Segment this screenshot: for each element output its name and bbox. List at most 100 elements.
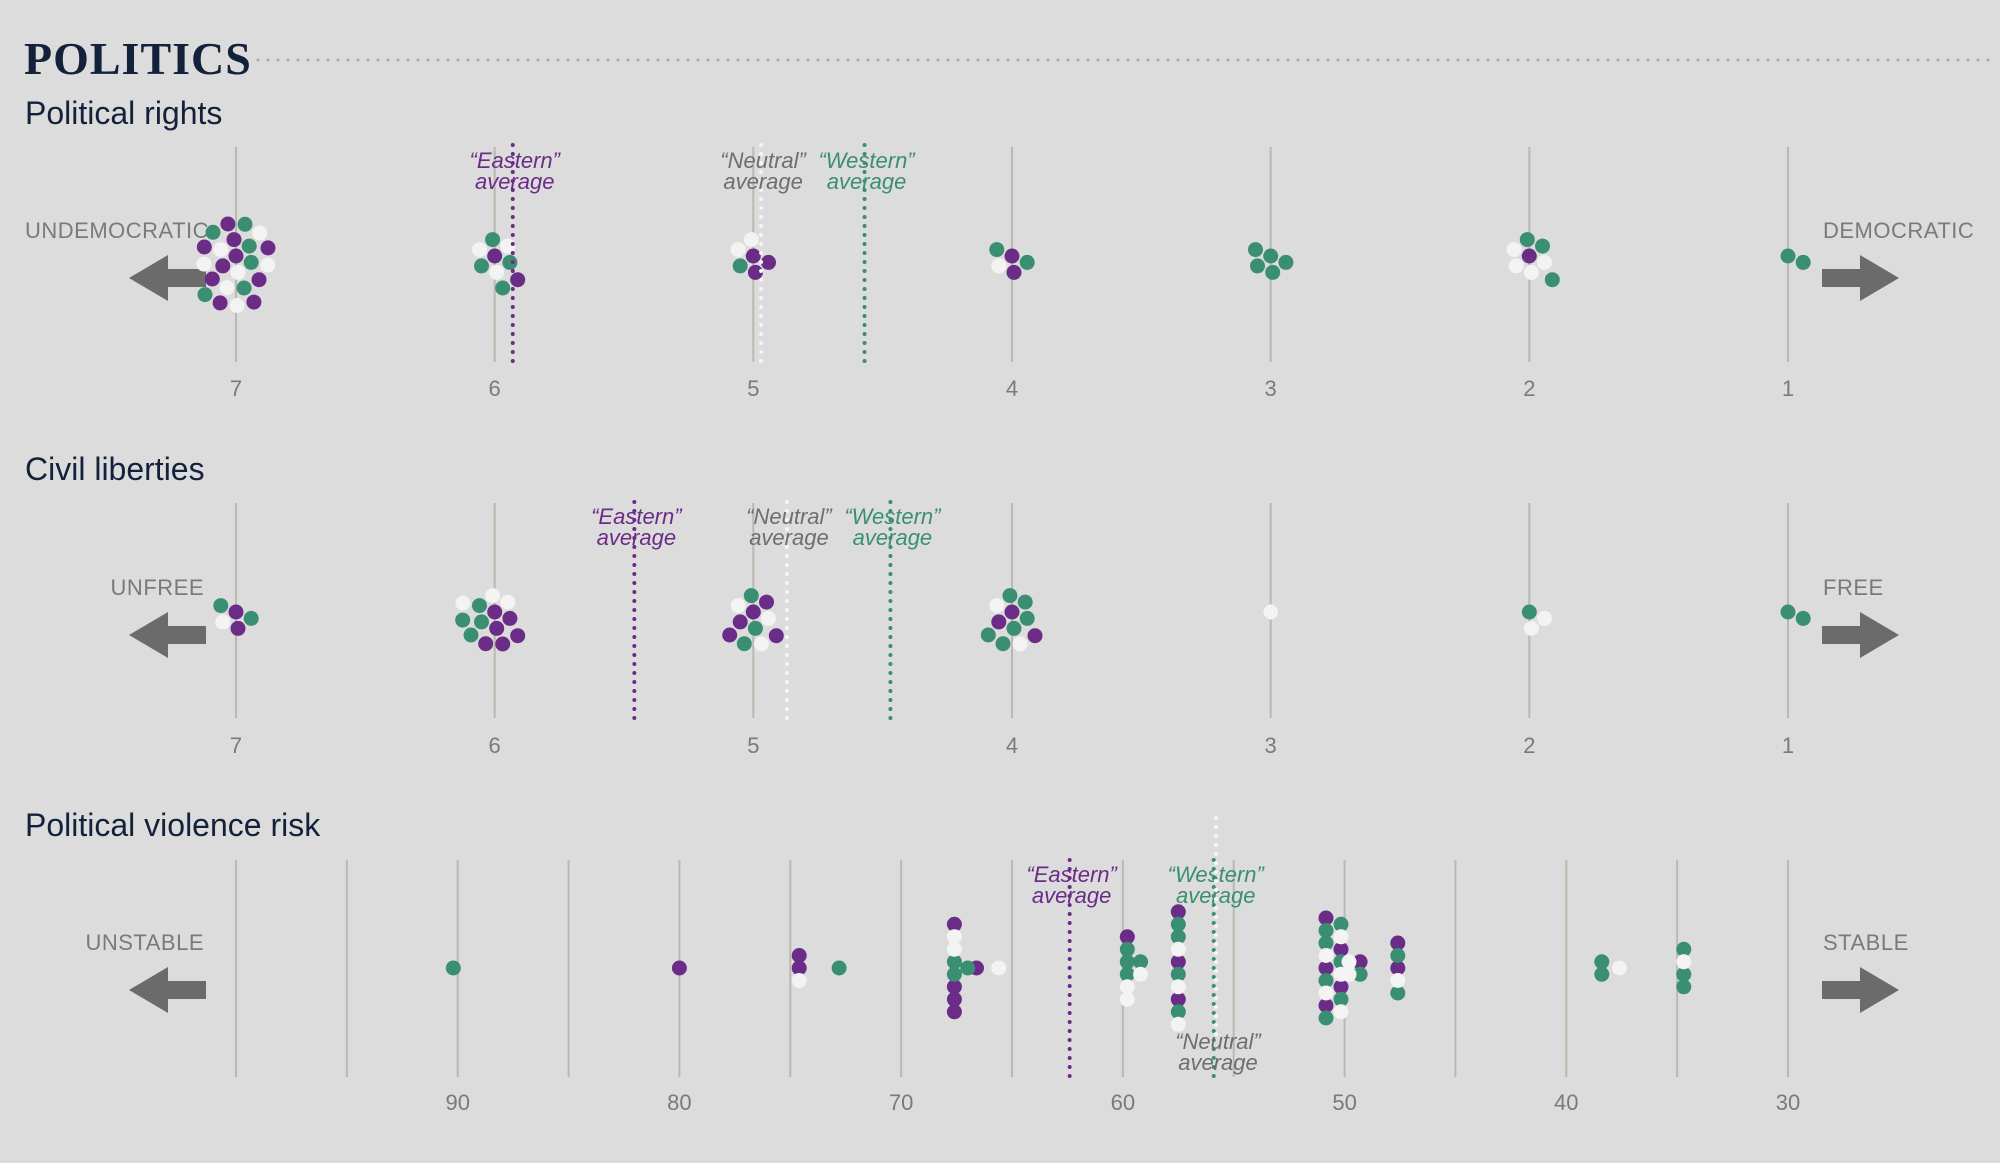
data-point-western (1352, 966, 1368, 982)
data-point-western (237, 216, 253, 232)
data-point-western (1594, 966, 1610, 982)
data-point-eastern (478, 636, 494, 652)
data-point-western (831, 960, 847, 976)
data-point-western (1676, 966, 1692, 982)
data-point-neutral (213, 242, 229, 258)
data-point-western (1333, 916, 1349, 932)
data-point-neutral (1012, 636, 1028, 652)
data-point-western (1019, 610, 1035, 626)
data-point-eastern (1333, 979, 1349, 995)
data-point-neutral (1318, 948, 1334, 963)
data-point-neutral (1523, 620, 1539, 636)
data-point-neutral (215, 614, 231, 630)
data-point-western (1133, 954, 1149, 970)
average-label-eastern: average (597, 525, 677, 550)
tick-label: 2 (1523, 376, 1535, 401)
data-point-western (1278, 254, 1294, 270)
data-point-neutral (229, 298, 245, 313)
tick-label: 4 (1006, 376, 1018, 401)
data-point-neutral (219, 280, 235, 296)
data-point-western (1795, 610, 1811, 626)
right-axis-label: FREE (1823, 575, 1884, 600)
left-arrow-icon (129, 967, 206, 1013)
tick-label: 6 (489, 376, 501, 401)
data-point-eastern (1352, 954, 1368, 970)
data-point-eastern (1027, 628, 1043, 644)
tick-label: 2 (1523, 733, 1535, 758)
data-point-western (1390, 985, 1406, 1001)
data-point-neutral (989, 598, 1005, 614)
data-point-eastern (1521, 248, 1537, 264)
data-point-eastern (761, 254, 776, 270)
data-point-eastern (1006, 264, 1022, 280)
data-point-western (495, 280, 511, 296)
data-point-western (946, 966, 962, 982)
data-point-western (732, 258, 748, 274)
average-label-western: average (827, 169, 907, 194)
data-point-eastern (260, 240, 276, 256)
data-point-eastern (1170, 954, 1186, 970)
data-point-western (1006, 620, 1022, 636)
tick-label: 5 (747, 376, 759, 401)
data-point-western (1017, 594, 1033, 610)
data-point-neutral (791, 973, 807, 988)
tick-label: 1 (1782, 733, 1794, 758)
data-point-western (747, 620, 763, 636)
data-point-neutral (485, 588, 501, 604)
data-point-western (1318, 923, 1334, 938)
data-point-western (1119, 966, 1135, 982)
data-point-western (946, 954, 962, 970)
data-point-western (463, 627, 479, 643)
panel-title: Political violence risk (25, 807, 321, 843)
data-point-eastern (487, 604, 503, 620)
data-point-western (1318, 1010, 1334, 1026)
average-label-western: “Western” (844, 504, 942, 529)
data-point-neutral (500, 594, 516, 610)
tick-label: 40 (1554, 1090, 1578, 1115)
data-point-neutral (946, 941, 962, 957)
average-label-western: “Western” (818, 148, 916, 173)
average-label-neutral: average (749, 525, 829, 550)
average-label-eastern: average (475, 169, 555, 194)
data-point-neutral (730, 598, 746, 614)
panel-political-rights: Political rights 7 6 5 4 3 2 1 UNDEMOCRATIC DEMOC… (25, 95, 1974, 401)
data-point-eastern (228, 604, 244, 620)
tick-label: 70 (889, 1090, 913, 1115)
data-point-eastern (1390, 960, 1406, 976)
data-point-eastern (946, 916, 962, 932)
data-point-western (205, 224, 221, 240)
data-point-western (1318, 973, 1334, 988)
data-point-western (1119, 954, 1135, 970)
average-label-western: average (1176, 883, 1256, 908)
data-point-western (1170, 929, 1186, 945)
right-arrow-icon (1822, 612, 1899, 658)
data-point-eastern (230, 620, 246, 636)
panel-title: Political rights (25, 95, 222, 131)
data-point-western (1019, 254, 1035, 270)
data-point-western (1535, 238, 1550, 254)
data-point-eastern (1004, 248, 1020, 264)
left-axis-label: UNDEMOCRATIC (25, 218, 209, 243)
tick-label: 80 (667, 1090, 691, 1115)
data-point-western (1333, 991, 1349, 1007)
data-point-western (1318, 935, 1334, 951)
data-point-neutral (991, 258, 1007, 274)
data-point-eastern (1170, 904, 1186, 920)
data-point-eastern (487, 248, 503, 264)
data-point-western (1795, 254, 1811, 270)
data-point-western (236, 280, 252, 296)
data-point-neutral (730, 242, 746, 258)
right-arrow-icon (1822, 255, 1899, 301)
data-point-eastern (510, 628, 526, 644)
average-label-western: average (853, 525, 933, 550)
data-point-neutral (260, 257, 276, 273)
tick-label: 1 (1782, 376, 1794, 401)
left-axis-label: UNSTABLE (85, 930, 204, 955)
tick-label: 4 (1006, 733, 1018, 758)
data-point-neutral (1333, 1004, 1349, 1020)
average-label-eastern: “Eastern” (1026, 862, 1118, 887)
average-label-neutral: average (1178, 1050, 1258, 1075)
data-point-eastern (791, 960, 807, 976)
left-arrow-icon (129, 255, 206, 301)
data-point-western (472, 598, 487, 614)
